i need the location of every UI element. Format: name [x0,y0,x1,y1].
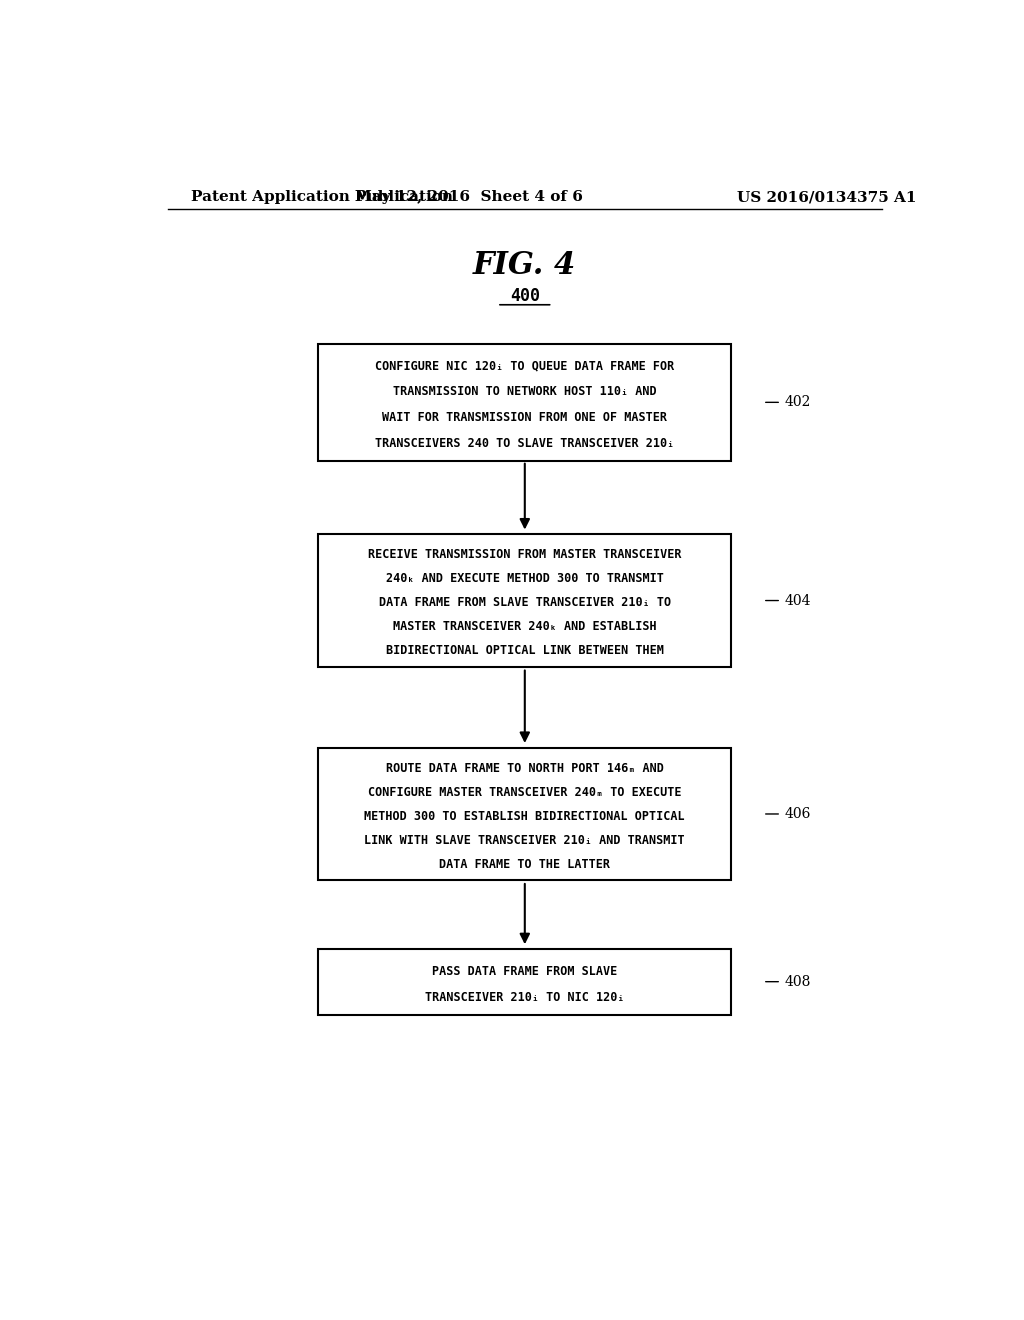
Text: METHOD 300 TO ESTABLISH BIDIRECTIONAL OPTICAL: METHOD 300 TO ESTABLISH BIDIRECTIONAL OP… [365,810,685,822]
Text: TRANSCEIVER 210ᵢ TO NIC 120ᵢ: TRANSCEIVER 210ᵢ TO NIC 120ᵢ [425,991,625,1005]
FancyBboxPatch shape [318,949,731,1015]
FancyBboxPatch shape [318,535,731,667]
Text: US 2016/0134375 A1: US 2016/0134375 A1 [736,190,916,205]
Text: MASTER TRANSCEIVER 240ₖ AND ESTABLISH: MASTER TRANSCEIVER 240ₖ AND ESTABLISH [393,620,656,634]
Text: 400: 400 [510,286,540,305]
FancyBboxPatch shape [318,345,731,461]
Text: DATA FRAME FROM SLAVE TRANSCEIVER 210ᵢ TO: DATA FRAME FROM SLAVE TRANSCEIVER 210ᵢ T… [379,597,671,610]
Text: CONFIGURE NIC 120ᵢ TO QUEUE DATA FRAME FOR: CONFIGURE NIC 120ᵢ TO QUEUE DATA FRAME F… [375,359,675,372]
Text: ROUTE DATA FRAME TO NORTH PORT 146ₘ AND: ROUTE DATA FRAME TO NORTH PORT 146ₘ AND [386,762,664,775]
Text: CONFIGURE MASTER TRANSCEIVER 240ₘ TO EXECUTE: CONFIGURE MASTER TRANSCEIVER 240ₘ TO EXE… [368,785,682,799]
Text: FIG. 4: FIG. 4 [473,249,577,281]
Text: BIDIRECTIONAL OPTICAL LINK BETWEEN THEM: BIDIRECTIONAL OPTICAL LINK BETWEEN THEM [386,644,664,657]
Text: May 12, 2016  Sheet 4 of 6: May 12, 2016 Sheet 4 of 6 [355,190,584,205]
Text: Patent Application Publication: Patent Application Publication [191,190,454,205]
Text: WAIT FOR TRANSMISSION FROM ONE OF MASTER: WAIT FOR TRANSMISSION FROM ONE OF MASTER [382,412,668,425]
Text: DATA FRAME TO THE LATTER: DATA FRAME TO THE LATTER [439,858,610,871]
Text: 402: 402 [784,395,811,409]
Text: RECEIVE TRANSMISSION FROM MASTER TRANSCEIVER: RECEIVE TRANSMISSION FROM MASTER TRANSCE… [368,548,682,561]
Text: LINK WITH SLAVE TRANSCEIVER 210ᵢ AND TRANSMIT: LINK WITH SLAVE TRANSCEIVER 210ᵢ AND TRA… [365,834,685,847]
Text: 240ₖ AND EXECUTE METHOD 300 TO TRANSMIT: 240ₖ AND EXECUTE METHOD 300 TO TRANSMIT [386,573,664,585]
FancyBboxPatch shape [318,748,731,880]
Text: TRANSMISSION TO NETWORK HOST 110ᵢ AND: TRANSMISSION TO NETWORK HOST 110ᵢ AND [393,385,656,399]
Text: 406: 406 [784,807,811,821]
Text: TRANSCEIVERS 240 TO SLAVE TRANSCEIVER 210ᵢ: TRANSCEIVERS 240 TO SLAVE TRANSCEIVER 21… [375,437,675,450]
Text: 408: 408 [784,974,811,989]
Text: PASS DATA FRAME FROM SLAVE: PASS DATA FRAME FROM SLAVE [432,965,617,978]
Text: 404: 404 [784,594,811,607]
